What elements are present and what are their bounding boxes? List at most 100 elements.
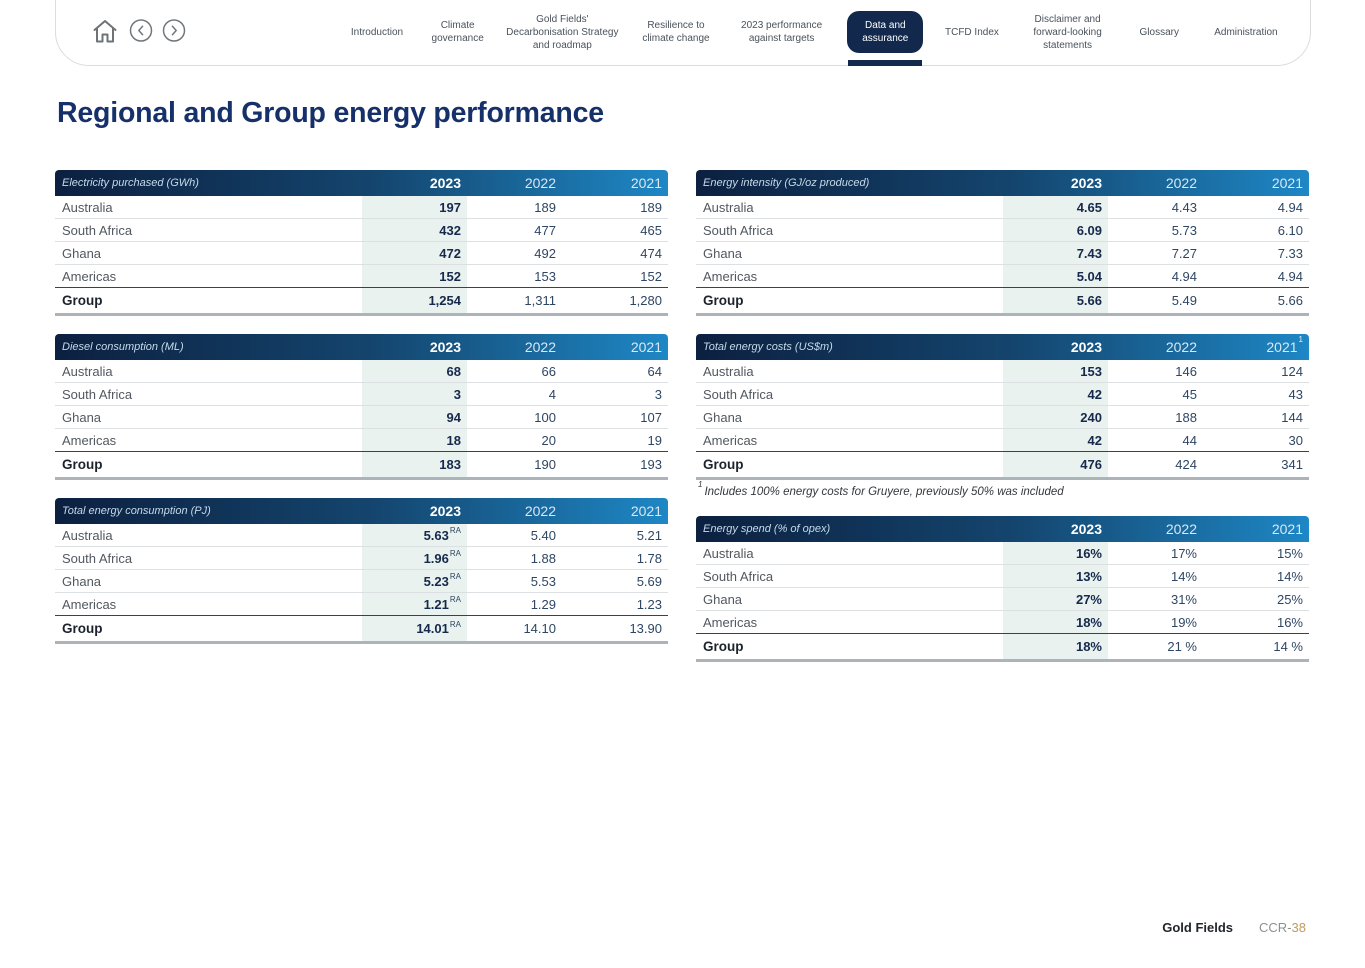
table-header: Total energy consumption (PJ) 2023 2022 202… [55, 498, 668, 524]
value-cell: 21 % [1167, 639, 1197, 654]
row-label: Australia [703, 545, 754, 561]
table-total-energy-costs-us-m: Total energy costs (US$m) 2023 2022 20211 Au… [696, 334, 1309, 480]
tab-gold-fields-decarbonisation-strategy-and-roadmap[interactable]: Gold Fields' Decarbonisation Strategy an… [506, 13, 619, 51]
table-row: Group 476 424 341 [696, 452, 1309, 477]
table-row: Australia 4.65 4.43 4.94 [696, 196, 1309, 219]
value-cell: 1.88 [530, 550, 556, 566]
tab-2023-performance-against-targets[interactable]: 2023 performance against targets [741, 20, 823, 44]
table-row: Group 183 190 193 [55, 452, 668, 477]
value-cell: 5.49 [1171, 293, 1197, 308]
table-total-energy-consumption-pj: Total energy consumption (PJ) 2023 2022 202… [55, 498, 668, 644]
table-row: Group 14.01 RA 14.10 13.90 [55, 616, 668, 641]
value-cell: 45 [1182, 386, 1197, 402]
value-cell: 4.94 [1277, 268, 1303, 284]
table-row: Americas 18% 19% 16% [696, 611, 1309, 634]
value-cell: 472 [362, 242, 467, 264]
value-cell: 19 [647, 432, 662, 448]
year-column-header: 2023 [429, 175, 461, 191]
table-row: Americas 152 153 152 [55, 265, 668, 288]
year-column-header: 2022 [1165, 521, 1197, 537]
tab-administration[interactable]: Administration [1214, 26, 1278, 38]
forward-button[interactable] [162, 19, 186, 46]
value-cell: 5.73 [1171, 222, 1197, 238]
value-cell: 31% [1170, 591, 1197, 607]
year-column-header: 20211 [1266, 335, 1303, 355]
value-cell: 4.65 [1003, 196, 1108, 218]
tab-glossary[interactable]: Glossary [1139, 26, 1179, 38]
value-cell: 1.23 [636, 596, 662, 612]
value-cell: 14 % [1273, 639, 1303, 654]
back-button[interactable] [129, 19, 153, 46]
table-row: Americas 5.04 4.94 4.94 [696, 265, 1309, 288]
value-cell: 64 [647, 363, 662, 379]
tab-introduction[interactable]: Introduction [350, 26, 404, 38]
value-cell: 1,254 [362, 288, 467, 313]
table-title: Diesel consumption (ML) [62, 341, 184, 353]
year-column-header: 2021 [630, 175, 662, 191]
value-cell: 44 [1182, 432, 1197, 448]
value-cell: 43 [1288, 386, 1303, 402]
page-title: Regional and Group energy performance [57, 97, 604, 129]
value-cell: 17% [1170, 545, 1197, 561]
value-cell: 1,311 [524, 293, 556, 308]
value-cell: 4.94 [1277, 199, 1303, 215]
value-cell: 193 [640, 457, 662, 472]
tab-resilience-to-climate-change[interactable]: Resilience to climate change [642, 20, 710, 44]
value-cell: 20 [541, 432, 556, 448]
table-block-energy-spend-of-opex: Energy spend (% of opex) 2023 2022 2021 Aust… [696, 516, 1309, 662]
tab-tcfd-index[interactable]: TCFD Index [944, 26, 999, 38]
top-navigation-inner: Introduction Climate governance Gold Field… [56, 0, 1310, 66]
table-header: Total energy costs (US$m) 2023 2022 20211 [696, 334, 1309, 360]
page-footer: Gold Fields CCR-38 [1162, 920, 1306, 935]
year-column-header: 2022 [524, 503, 556, 519]
table-title: Total energy consumption (PJ) [62, 505, 211, 517]
table-title: Electricity purchased (GWh) [62, 177, 199, 189]
value-cell: 477 [534, 222, 556, 238]
value-cell: 3 [654, 386, 662, 402]
year-column-header: 2023 [1070, 339, 1102, 355]
row-label: South Africa [62, 550, 133, 566]
tab-disclaimer-and-forward-looking-statements[interactable]: Disclaimer and forward-looking statement… [1033, 13, 1102, 51]
table-row: Americas 1.21 RA 1.29 1.23 [55, 593, 668, 616]
value-cell: 14.01 RA [362, 616, 467, 641]
home-button[interactable] [90, 17, 120, 48]
row-label: Ghana [703, 409, 743, 425]
value-cell: 1,280 [629, 293, 662, 308]
value-cell: 30 [1288, 432, 1303, 448]
row-label: Australia [62, 527, 113, 543]
tab-data-and-assurance[interactable]: Data and assurance [847, 11, 924, 66]
table-row: Ghana 240 188 144 [696, 406, 1309, 429]
value-cell: 4 [548, 386, 556, 402]
tables-right-column: Energy intensity (GJ/oz produced) 2023 202… [696, 170, 1309, 680]
year-column-header: 2021 [1271, 175, 1303, 191]
table-row: Ghana 7.43 7.27 7.33 [696, 242, 1309, 265]
table-block-diesel-consumption-ml: Diesel consumption (ML) 2023 2022 2021 Austr… [55, 334, 668, 480]
value-cell: 13% [1003, 565, 1108, 587]
value-cell: 424 [1175, 457, 1197, 472]
value-cell: 7.43 [1003, 242, 1108, 264]
table-row: Americas 18 20 19 [55, 429, 668, 452]
value-cell: 100 [534, 409, 556, 425]
value-cell: 94 [362, 406, 467, 428]
value-cell: 146 [1175, 363, 1197, 379]
value-cell: 6.09 [1003, 219, 1108, 241]
table-block-total-energy-costs-us-m: Total energy costs (US$m) 2023 2022 20211 Au… [696, 334, 1309, 498]
value-cell: 1.96 RA [362, 547, 467, 569]
year-column-header: 2023 [1070, 175, 1102, 191]
value-cell: 18 [362, 429, 467, 451]
table-row: Australia 16% 17% 15% [696, 542, 1309, 565]
row-label: Americas [62, 432, 117, 448]
row-label: Americas [62, 596, 117, 612]
table-energy-spend-of-opex: Energy spend (% of opex) 2023 2022 2021 Aust… [696, 516, 1309, 662]
table-header: Energy intensity (GJ/oz produced) 2023 202… [696, 170, 1309, 196]
value-cell: 189 [534, 199, 556, 215]
value-cell: 190 [534, 457, 556, 472]
table-row: Group 5.66 5.49 5.66 [696, 288, 1309, 313]
row-label: Americas [703, 432, 758, 448]
value-cell: 5.40 [530, 527, 556, 543]
nav-icon-group [90, 17, 186, 48]
row-label: South Africa [62, 222, 133, 238]
table-row: South Africa 6.09 5.73 6.10 [696, 219, 1309, 242]
value-cell: 183 [362, 452, 467, 477]
tab-climate-governance[interactable]: Climate governance [431, 20, 484, 44]
